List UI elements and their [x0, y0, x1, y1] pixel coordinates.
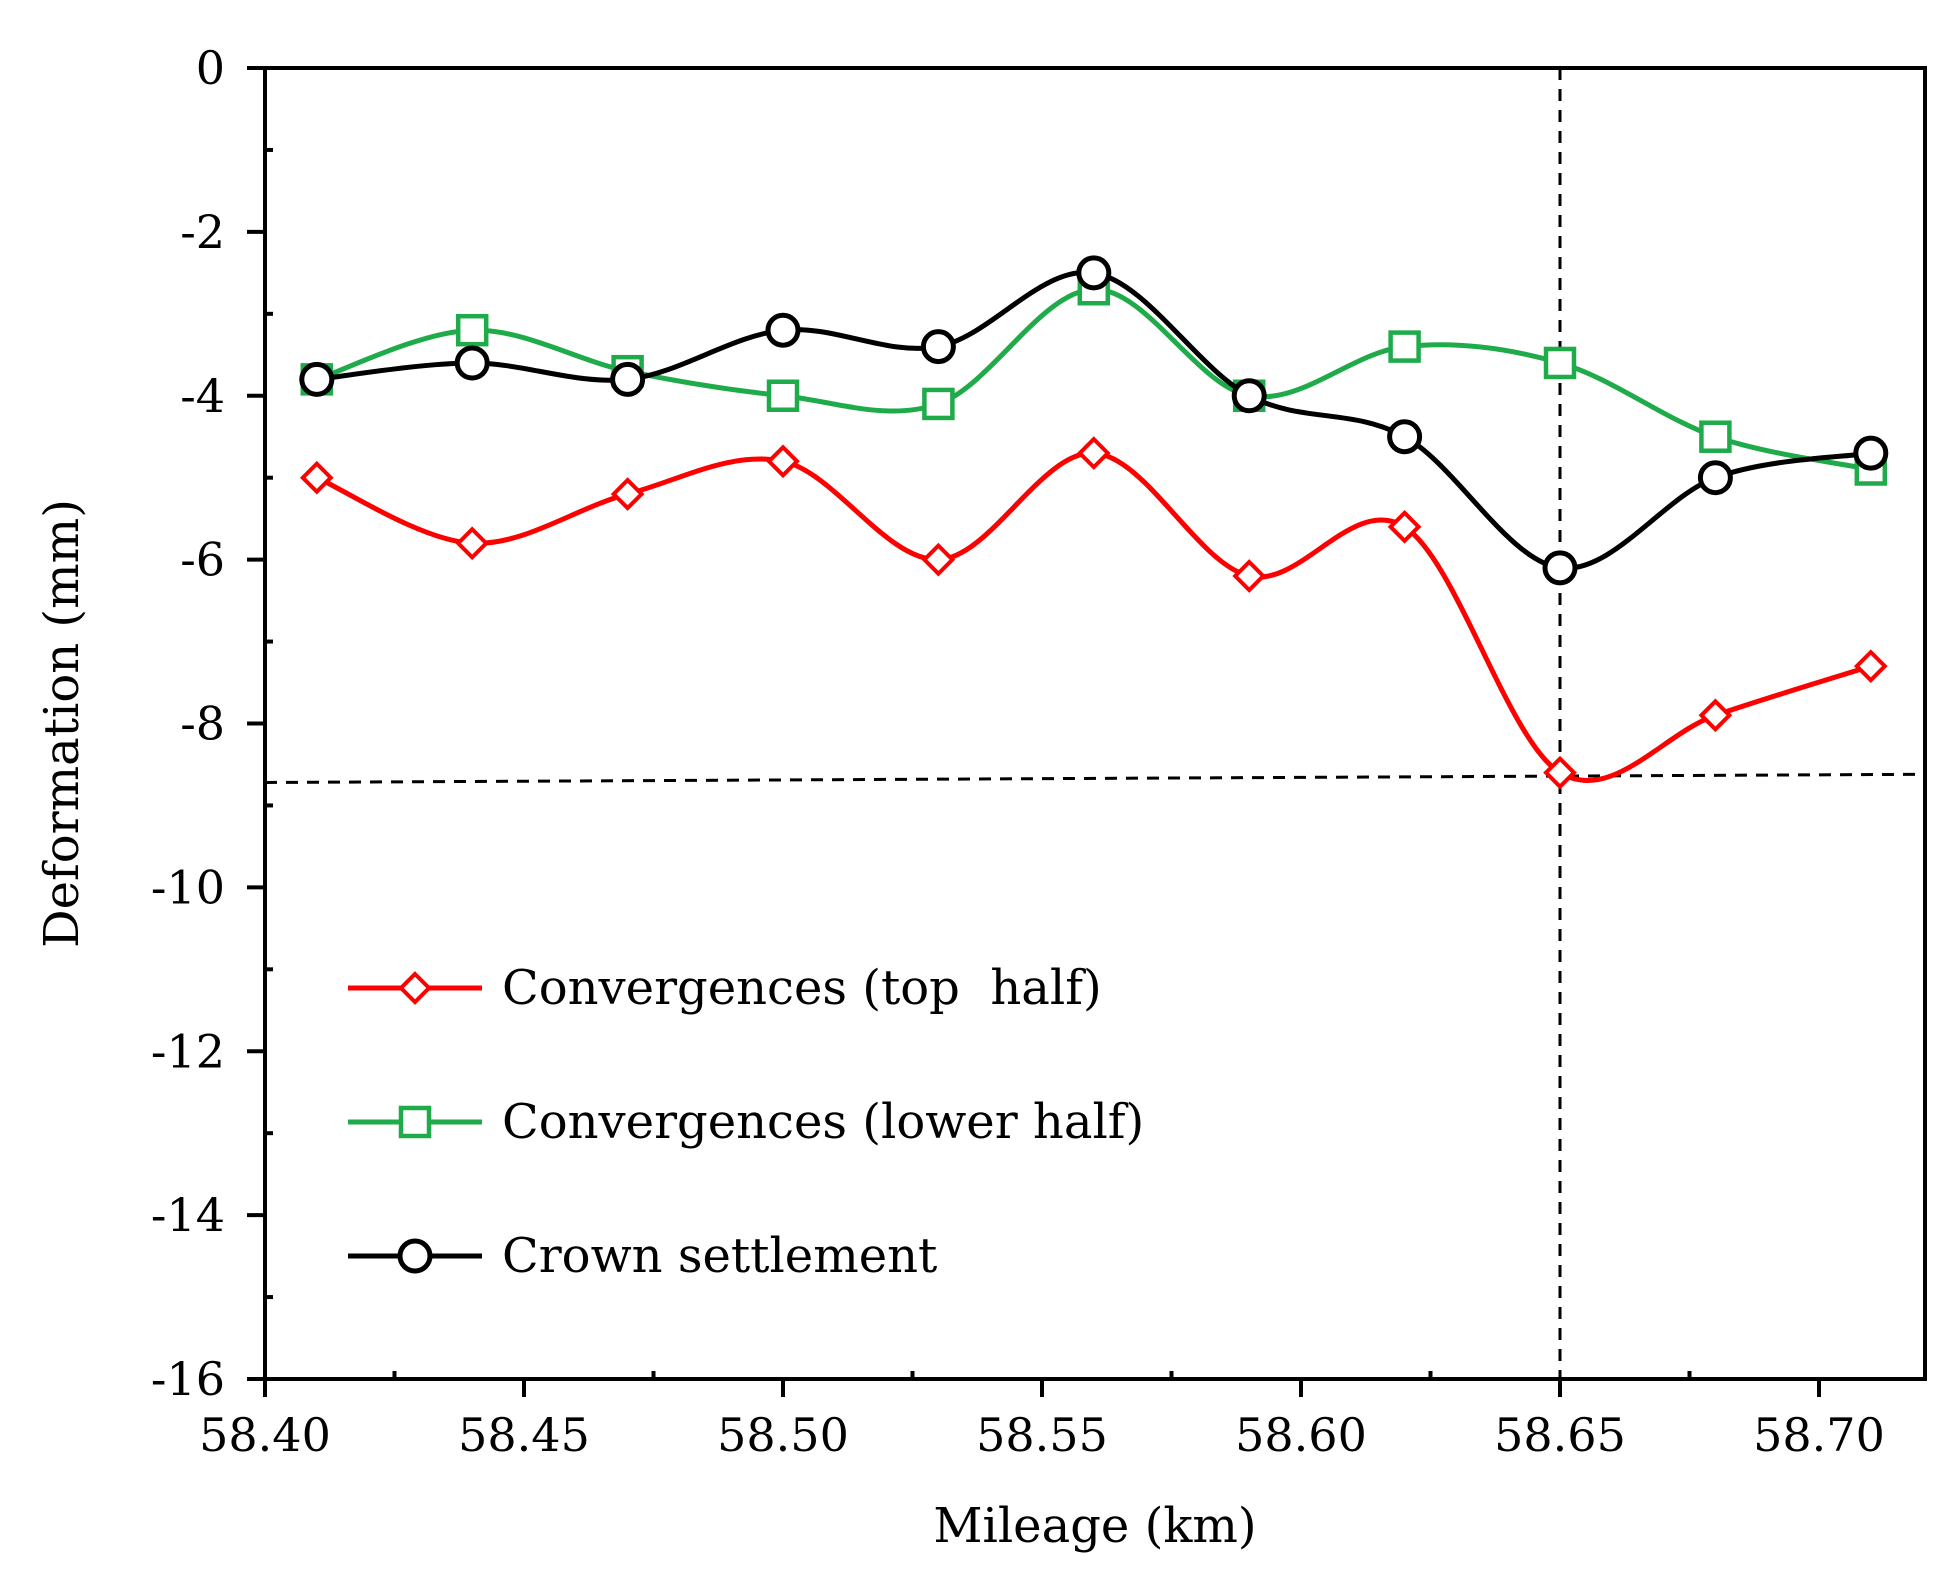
legend-marker [398, 971, 432, 1005]
data-point-marker [454, 345, 490, 381]
data-point-marker [1543, 755, 1577, 790]
x-axis-title: Mileage (km) [933, 1498, 1256, 1554]
data-point-marker [1853, 649, 1888, 683]
data-point-marker [920, 329, 956, 365]
data-point-marker [1697, 460, 1733, 496]
legend: Convergences (top half) Convergences (low… [348, 960, 1144, 1284]
series-layer [299, 255, 1889, 790]
legend-item: Convergences (lower half) [348, 1094, 1144, 1150]
reference-lines [264, 68, 1926, 1379]
data-point-marker [922, 387, 955, 421]
data-point-marker [1699, 420, 1732, 453]
data-point-marker [1232, 559, 1267, 593]
y-tick-label: 0 [196, 41, 225, 95]
y-tick-label: -16 [151, 1352, 225, 1406]
data-point-marker [765, 312, 801, 348]
data-point-marker [766, 444, 800, 479]
y-tick-label: -14 [151, 1188, 225, 1242]
data-point-marker [1698, 698, 1733, 733]
legend-item: Convergences (top half) [348, 960, 1102, 1016]
data-point-marker [455, 313, 489, 347]
data-point-marker [766, 379, 800, 412]
legend-marker [397, 1238, 433, 1274]
x-tick-label: 58.55 [976, 1408, 1108, 1462]
legend-label: Crown settlement [502, 1228, 937, 1284]
data-point-marker [610, 361, 646, 397]
x-tick-label: 58.65 [1494, 1408, 1626, 1462]
data-point-marker [610, 477, 645, 511]
x-tick-label: 58.60 [1235, 1408, 1367, 1462]
data-point-marker [1388, 330, 1421, 363]
data-point-marker [1076, 255, 1112, 291]
data-point-marker [1387, 419, 1423, 455]
legend-item: Crown settlement [348, 1228, 937, 1284]
y-tick-label: -10 [151, 860, 225, 914]
legend-label: Convergences (lower half) [502, 1094, 1144, 1150]
x-tick-label: 58.45 [458, 1408, 590, 1462]
data-point-marker [1387, 510, 1422, 544]
data-point-marker [1076, 436, 1111, 470]
series-line [316, 269, 1872, 571]
data-point-marker [455, 526, 490, 561]
data-point-marker [1542, 550, 1578, 586]
y-axis-title: Deformation (mm) [34, 499, 90, 948]
y-tick-label: -12 [151, 1024, 225, 1078]
y-tick-label: -4 [180, 369, 225, 423]
horizontal-reference-line [264, 772, 1926, 784]
series-3 [299, 255, 1889, 586]
x-tick-label: 58.40 [199, 1408, 331, 1462]
y-tick-label: -2 [180, 205, 225, 259]
legend-label: Convergences (top half) [502, 960, 1102, 1016]
data-point-marker [299, 361, 335, 397]
data-point-marker [1231, 378, 1267, 414]
data-point-marker [921, 542, 956, 577]
y-tick-label: -6 [180, 533, 225, 587]
legend-marker [398, 1105, 432, 1139]
data-point-marker [299, 460, 334, 495]
data-point-marker [1853, 435, 1889, 471]
data-point-marker [1543, 346, 1577, 380]
x-tick-label: 58.50 [717, 1408, 849, 1462]
x-tick-label: 58.70 [1753, 1408, 1885, 1462]
y-tick-label: -8 [180, 697, 225, 751]
series-line [315, 450, 1872, 783]
series-1 [299, 436, 1888, 790]
